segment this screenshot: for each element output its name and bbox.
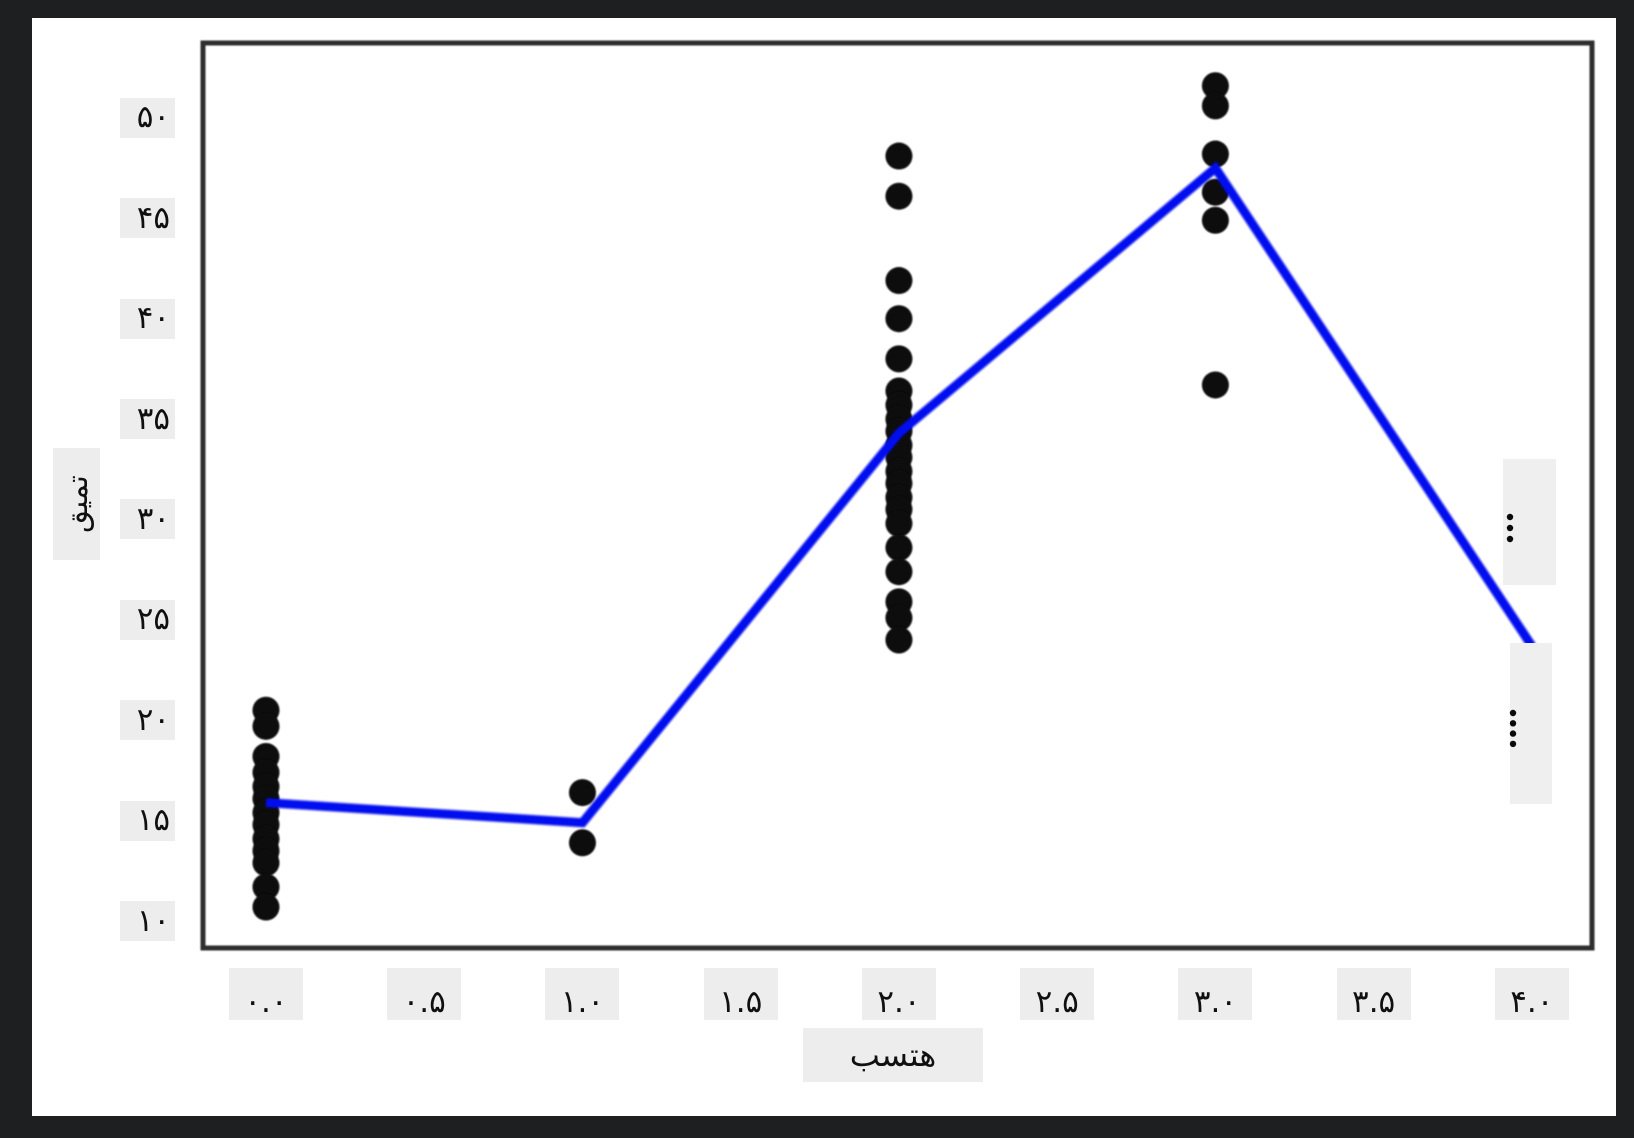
data-point xyxy=(885,267,913,295)
x-tick-label: ۴.۰ xyxy=(1494,968,1569,1020)
x-tick-label: ۰.۵ xyxy=(387,968,462,1020)
data-point xyxy=(885,626,913,654)
data-point xyxy=(1201,140,1229,168)
data-point xyxy=(885,142,913,170)
y-tick-label: ۴۵ xyxy=(120,198,175,239)
redacted-label-boxes xyxy=(1503,459,1556,804)
data-point xyxy=(252,893,280,921)
y-tick-label: ۲۵ xyxy=(120,599,175,640)
y-axis-title-box: تميق xyxy=(53,448,100,560)
y-tick-label: ۵۰ xyxy=(120,97,175,138)
x-tick-label: ۳.۰ xyxy=(1178,968,1253,1020)
data-point xyxy=(885,534,913,562)
data-point xyxy=(568,779,596,807)
data-point xyxy=(885,182,913,210)
y-axis-title: تميق xyxy=(59,475,94,533)
redacted-label-dot xyxy=(1509,709,1517,717)
plot-border xyxy=(200,40,1595,951)
redacted-label-dot xyxy=(1509,740,1517,748)
data-point xyxy=(1201,371,1229,399)
y-tick-label: ۱۰ xyxy=(120,901,175,942)
data-point xyxy=(885,345,913,373)
x-tick-label: ۲.۵ xyxy=(1020,968,1095,1020)
x-tick-label: ۱.۰ xyxy=(545,968,620,1020)
x-axis-title-box: هتسب xyxy=(803,1028,983,1082)
data-point xyxy=(252,873,280,901)
axis-ticks xyxy=(184,115,1535,970)
data-point xyxy=(1201,72,1229,100)
redacted-label-dot xyxy=(1509,720,1517,727)
data-point xyxy=(252,849,280,877)
x-axis-title: هتسب xyxy=(849,1036,937,1074)
x-tick-label: ۰.۰ xyxy=(228,968,303,1020)
redacted-label-box xyxy=(1510,643,1552,804)
data-point xyxy=(1201,206,1229,234)
redacted-label-dot xyxy=(1506,524,1514,532)
data-points xyxy=(252,72,1229,921)
x-tick-label: ۲.۰ xyxy=(861,968,936,1020)
data-point xyxy=(885,305,913,333)
data-point xyxy=(885,604,913,632)
data-point xyxy=(568,829,596,857)
data-point xyxy=(885,510,913,538)
y-tick-label: ۴۰ xyxy=(120,298,175,339)
figure-canvas: تميق هتسب ۵۰ ۴۵ ۴۰ ۳۵ ۳۰ ۲۵ ۲۰ ۱۵ ۱۰ ۰.۰ ۰.۵ ۱.۰ ۱.۵… xyxy=(32,18,1616,1116)
chart-plot-area xyxy=(184,40,1595,970)
data-point xyxy=(252,712,280,740)
redacted-label-dot xyxy=(1506,513,1514,521)
y-tick-label: ۲۰ xyxy=(120,700,175,741)
redacted-label-dot xyxy=(1506,535,1514,543)
x-tick-label: ۳.۵ xyxy=(1336,968,1411,1020)
redacted-label-dot xyxy=(1509,730,1517,737)
data-point xyxy=(1201,92,1229,120)
x-tick-label: ۱.۵ xyxy=(703,968,778,1020)
y-tick-label: ۳۰ xyxy=(120,499,175,540)
y-tick-label: ۱۵ xyxy=(120,800,175,841)
mean-line xyxy=(265,161,1536,828)
data-point xyxy=(885,558,913,586)
y-tick-label: ۳۵ xyxy=(120,399,175,440)
mean-line-path xyxy=(265,161,1536,828)
redacted-label-box xyxy=(1503,459,1556,585)
